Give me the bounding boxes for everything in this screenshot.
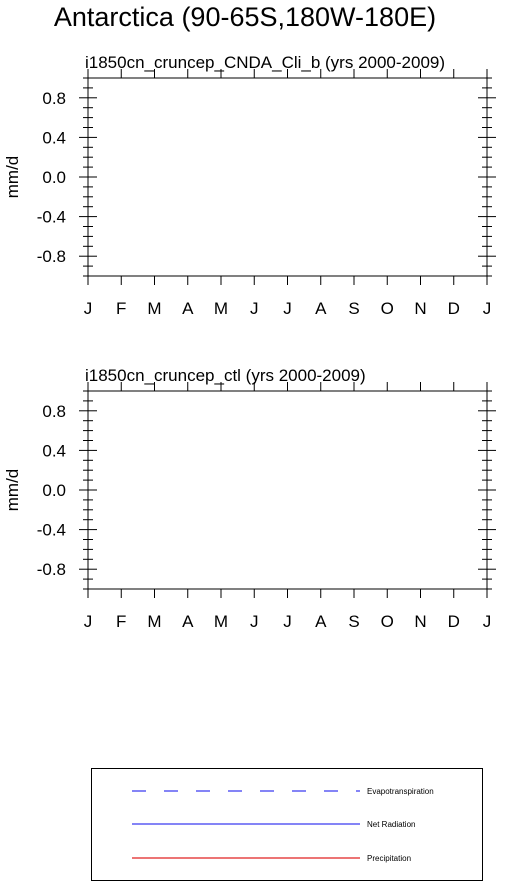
x-tick-label: N (414, 299, 426, 318)
y-axis-label: mm/d (3, 156, 22, 199)
y-tick-label: -0.8 (37, 247, 66, 266)
y-tick-label: -0.4 (37, 208, 66, 227)
legend: Evapotranspiration Net Radiation Precipi… (91, 768, 483, 881)
x-tick-label: M (214, 612, 228, 631)
y-axis-label: mm/d (3, 469, 22, 512)
x-tick-label: F (116, 299, 126, 318)
x-tick-label: D (448, 612, 460, 631)
subplot-title: i1850cn_cruncep_ctl (yrs 2000-2009) (85, 366, 366, 385)
x-tick-label: O (381, 299, 394, 318)
figure-title: Antarctica (90-65S,180W-180E) (54, 2, 436, 32)
x-tick-label: M (147, 299, 161, 318)
x-tick-label: A (315, 299, 327, 318)
subplot-title: i1850cn_cruncep_CNDA_Cli_b (yrs 2000-200… (85, 53, 445, 72)
x-tick-label: J (250, 612, 259, 631)
legend-label-net-radiation: Net Radiation (367, 820, 415, 829)
x-tick-label: J (283, 612, 292, 631)
x-tick-label: J (283, 299, 292, 318)
x-tick-label: S (348, 612, 359, 631)
y-tick-label: 0.4 (42, 128, 66, 147)
x-tick-label: M (214, 299, 228, 318)
x-tick-label: J (84, 612, 93, 631)
x-tick-label: D (448, 299, 460, 318)
y-tick-label: 0.8 (42, 89, 66, 108)
panel-top: i1850cn_cruncep_CNDA_Cli_b (yrs 2000-200… (3, 53, 496, 318)
y-tick-label: 0.4 (42, 441, 66, 460)
y-tick-label: 0.0 (42, 168, 66, 187)
y-tick-label: 0.0 (42, 481, 66, 500)
legend-label-precipitation: Precipitation (367, 854, 411, 863)
y-tick-label: 0.8 (42, 402, 66, 421)
x-tick-label: J (84, 299, 93, 318)
y-tick-label: -0.4 (37, 521, 66, 540)
x-tick-label: O (381, 612, 394, 631)
x-tick-label: J (250, 299, 259, 318)
x-tick-label: M (147, 612, 161, 631)
x-tick-label: N (414, 612, 426, 631)
x-tick-label: F (116, 612, 126, 631)
x-tick-label: J (483, 612, 492, 631)
x-tick-label: S (348, 299, 359, 318)
plot-frame (87, 77, 488, 277)
x-tick-label: A (315, 612, 327, 631)
x-tick-label: A (182, 299, 194, 318)
legend-label-evapotranspiration: Evapotranspiration (367, 787, 434, 796)
plot-frame (87, 390, 488, 590)
panel-bottom: i1850cn_cruncep_ctl (yrs 2000-2009) mm/d 0… (3, 366, 496, 631)
x-tick-label: J (483, 299, 492, 318)
x-tick-label: A (182, 612, 194, 631)
y-tick-label: -0.8 (37, 560, 66, 579)
